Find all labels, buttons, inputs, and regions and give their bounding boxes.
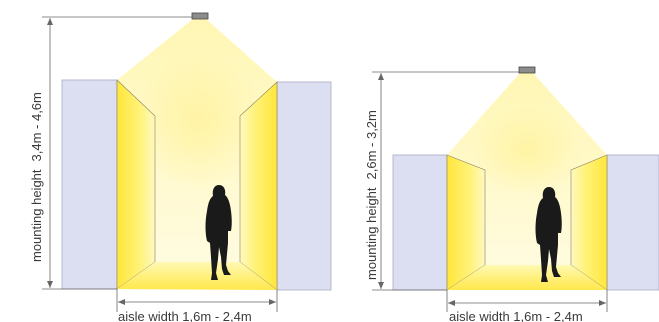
mounting-height-label: mounting height3,4m - 4,6m — [29, 92, 44, 262]
lit-wall-left — [116, 79, 156, 290]
width-arrow-left — [448, 300, 455, 306]
height-arrow-up — [47, 18, 53, 25]
shelf-right — [606, 154, 659, 291]
lit-wall-right — [239, 81, 278, 291]
shelf-left — [392, 154, 448, 291]
lit-floor — [117, 262, 277, 290]
lit-floor — [447, 265, 607, 290]
width-arrow-right — [599, 300, 606, 306]
light-glow — [134, 50, 264, 190]
height-arrow-down — [47, 281, 53, 288]
aisle-width-label: aisle width 1,6m - 2,4m — [118, 309, 252, 322]
width-arrow-right — [269, 299, 276, 305]
diagram-right: mounting height2,6m - 3,2m aisle width 1… — [364, 66, 659, 322]
height-arrow-down — [378, 282, 384, 289]
height-arrow-up — [378, 73, 384, 80]
shelf-right — [276, 81, 332, 291]
mounting-height-label: mounting height2,6m - 3,2m — [364, 110, 379, 280]
light-glow — [472, 105, 582, 195]
shelf-left — [61, 79, 118, 290]
width-arrow-left — [118, 299, 125, 305]
aisle-width-label: aisle width 1,6m - 2,4m — [449, 309, 583, 322]
luminaire-icon — [191, 12, 209, 20]
diagram-left: mounting height3,4m - 4,6m aisle width 1… — [29, 12, 332, 322]
luminaire-icon — [518, 66, 536, 74]
